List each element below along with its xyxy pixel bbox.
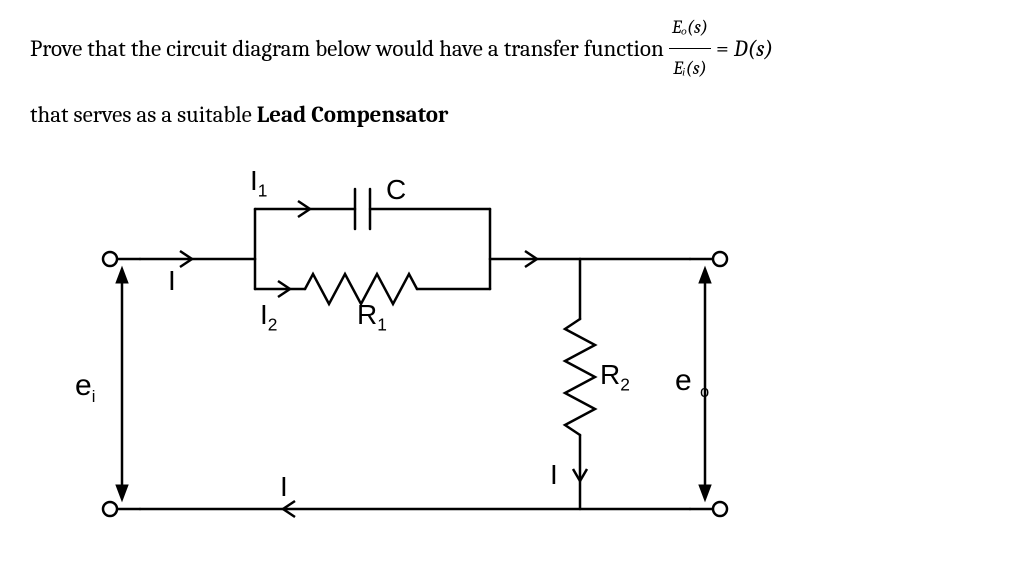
label-I-left: I bbox=[168, 265, 176, 297]
problem-statement: Prove that the circuit diagram below wou… bbox=[30, 10, 994, 139]
equals-sign: = bbox=[716, 35, 734, 62]
label-I1: I1 bbox=[250, 165, 267, 202]
label-R2: R2 bbox=[600, 359, 630, 396]
label-I-bottom: I bbox=[280, 471, 288, 503]
fraction-denominator: Eᵢ(s) bbox=[669, 49, 711, 89]
circuit-svg bbox=[70, 169, 770, 569]
label-I-r2: I bbox=[550, 459, 558, 491]
text-line2a: that serves as a suitable bbox=[30, 101, 257, 128]
fraction-numerator: Eₒ(s) bbox=[669, 8, 711, 49]
circuit-diagram: I1 C I I2 R1 R2 ei e o I I bbox=[70, 169, 770, 569]
label-C: C bbox=[386, 174, 406, 206]
label-eo: e o bbox=[675, 364, 709, 402]
text-before: Prove that the circuit diagram below wou… bbox=[30, 35, 669, 62]
label-R1: R1 bbox=[357, 299, 387, 336]
transfer-fraction: Eₒ(s) Eᵢ(s) bbox=[669, 8, 711, 89]
label-I2: I2 bbox=[260, 299, 277, 336]
rhs-ds: D(s) bbox=[734, 35, 773, 62]
label-ei: ei bbox=[75, 369, 95, 407]
lead-compensator-text: Lead Compensator bbox=[257, 101, 449, 128]
